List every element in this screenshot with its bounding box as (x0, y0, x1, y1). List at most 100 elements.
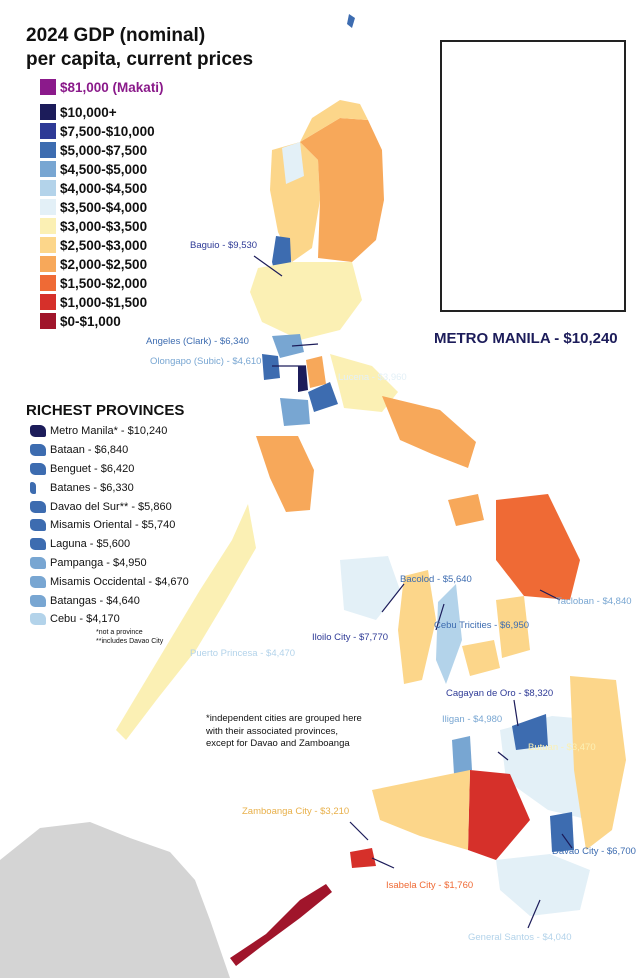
panay (340, 556, 400, 620)
province-shape-icon (30, 538, 46, 551)
luzon-cagayan (300, 118, 384, 262)
province-shape-icon (30, 462, 46, 475)
batanes-island (347, 14, 355, 28)
legend-swatch (40, 180, 56, 196)
bataan (262, 354, 280, 380)
luzon-central (250, 262, 362, 340)
list-item: Pampanga - $4,950 (30, 554, 189, 573)
map-title: 2024 GDP (nominal) per capita, current p… (26, 24, 253, 72)
legend-swatch (40, 218, 56, 234)
list-item: Bataan - $6,840 (30, 441, 189, 460)
legend-row: $3,000-$3,500 (40, 217, 164, 235)
legend-swatch (40, 256, 56, 272)
province-shape-icon (30, 444, 46, 457)
city-label-isabela: Isabela City - $1,760 (386, 880, 474, 891)
bohol (462, 640, 500, 676)
list-item: Laguna - $5,600 (30, 535, 189, 554)
legend-swatch (40, 79, 56, 95)
province-label: Metro Manila* - $10,240 (50, 425, 168, 438)
city-label-butuan: Butuan - $3,470 (528, 742, 596, 753)
city-label-baguio: Baguio - $9,530 (190, 240, 258, 251)
leyte (496, 596, 530, 658)
province-label: Bataan - $6,840 (50, 444, 129, 457)
province-label: Misamis Occidental - $4,670 (50, 575, 189, 588)
province-shape-icon (30, 575, 46, 588)
province-label: Benguet - $6,420 (50, 462, 135, 475)
city-label-iligan: Iligan - $4,980 (442, 714, 503, 725)
footnote-davao: **includes Davao City (96, 638, 164, 645)
city-label-olongapo: Olongapo (Subic) - $4,610 (150, 356, 262, 367)
city-label-davao: Davao City - $6,700 (552, 846, 636, 857)
legend-row-makati: $81,000 (Makati) (40, 78, 164, 96)
title-line-2: per capita, current prices (26, 49, 254, 70)
province-shape-icon (30, 481, 36, 494)
metro-manila-inset-frame (440, 40, 626, 312)
legend-label: $3,500-$4,000 (60, 199, 148, 215)
legend-swatch (40, 294, 56, 310)
city-label-tacloban: Tacloban - $4,840 (556, 596, 632, 607)
list-item: Davao del Sur** - $5,860 (30, 497, 189, 516)
province-shape-icon (30, 425, 46, 438)
province-shape-icon (30, 594, 46, 607)
legend-swatch (40, 275, 56, 291)
legend-label: $81,000 (Makati) (60, 79, 164, 95)
legend-label: $2,000-$2,500 (60, 256, 148, 272)
list-item: Benguet - $6,420 (30, 460, 189, 479)
list-item: Misamis Occidental - $4,670 (30, 572, 189, 591)
borneo-landmass (0, 822, 230, 978)
legend-label: $7,500-$10,000 (60, 123, 155, 139)
city-label-iloilo: Iloilo City - $7,770 (312, 632, 389, 643)
list-item: Batangas - $4,640 (30, 591, 189, 610)
mindanao-lanao (468, 770, 530, 860)
luzon-north-tip (300, 100, 368, 142)
footnote-not-province: *not a province (96, 629, 143, 636)
misamis-occidental (452, 736, 472, 774)
province-shape-icon (30, 500, 46, 513)
luzon-quezon (330, 354, 398, 412)
legend-row: $1,000-$1,500 (40, 293, 164, 311)
legend-swatch (40, 199, 56, 215)
legend-label: $1,500-$2,000 (60, 275, 148, 291)
luzon-ilocos (270, 142, 320, 262)
city-label-lucena: Lucena - $3,960 (338, 372, 407, 383)
legend-label: $5,000-$7,500 (60, 142, 148, 158)
legend-row: $10,000+ (40, 103, 164, 121)
laguna (308, 382, 338, 412)
legend-swatch (40, 104, 56, 120)
legend-row: $4,500-$5,000 (40, 160, 164, 178)
legend-swatch (40, 161, 56, 177)
province-label: Laguna - $5,600 (50, 538, 131, 551)
city-label-cebu-tricities: Cebu Tricities - $6,950 (434, 620, 530, 631)
bicol (382, 396, 476, 468)
list-item: Misamis Oriental - $5,740 (30, 516, 189, 535)
richest-provinces-list: Metro Manila* - $10,240 Bataan - $6,840 … (30, 422, 189, 629)
sulu-islands (230, 884, 332, 966)
negros (398, 570, 436, 684)
list-item: Batanes - $6,330 (30, 478, 189, 497)
province-label: Misamis Oriental - $5,740 (50, 519, 176, 532)
legend-swatch (40, 142, 56, 158)
legend-row: $2,500-$3,000 (40, 236, 164, 254)
legend-row: $4,000-$4,500 (40, 179, 164, 197)
city-label-zamboanga: Zamboanga City - $3,210 (242, 806, 350, 817)
mindoro (256, 436, 314, 512)
province-label: Pampanga - $4,950 (50, 556, 147, 569)
legend-row: $5,000-$7,500 (40, 141, 164, 159)
province-shape-icon (30, 556, 46, 569)
misamis-oriental (512, 714, 548, 750)
province-shape-icon (30, 519, 46, 532)
legend-row: $3,500-$4,000 (40, 198, 164, 216)
province-label: Cebu - $4,170 (50, 613, 120, 626)
legend-label: $0-$1,000 (60, 313, 121, 329)
legend-swatch (40, 313, 56, 329)
legend-swatch (40, 237, 56, 253)
luzon-abra (282, 142, 304, 184)
independent-cities-note: *independent cities are grouped here wit… (206, 713, 362, 749)
city-label-bacolod: Bacolod - $5,640 (400, 574, 472, 585)
batangas (280, 398, 310, 426)
city-label-general-santos: General Santos - $4,040 (468, 932, 572, 943)
city-label-cagayan-de-oro: Cagayan de Oro - $8,320 (446, 688, 554, 699)
list-item: Metro Manila* - $10,240 (30, 422, 189, 441)
palawan (116, 504, 256, 740)
legend-label: $4,500-$5,000 (60, 161, 148, 177)
